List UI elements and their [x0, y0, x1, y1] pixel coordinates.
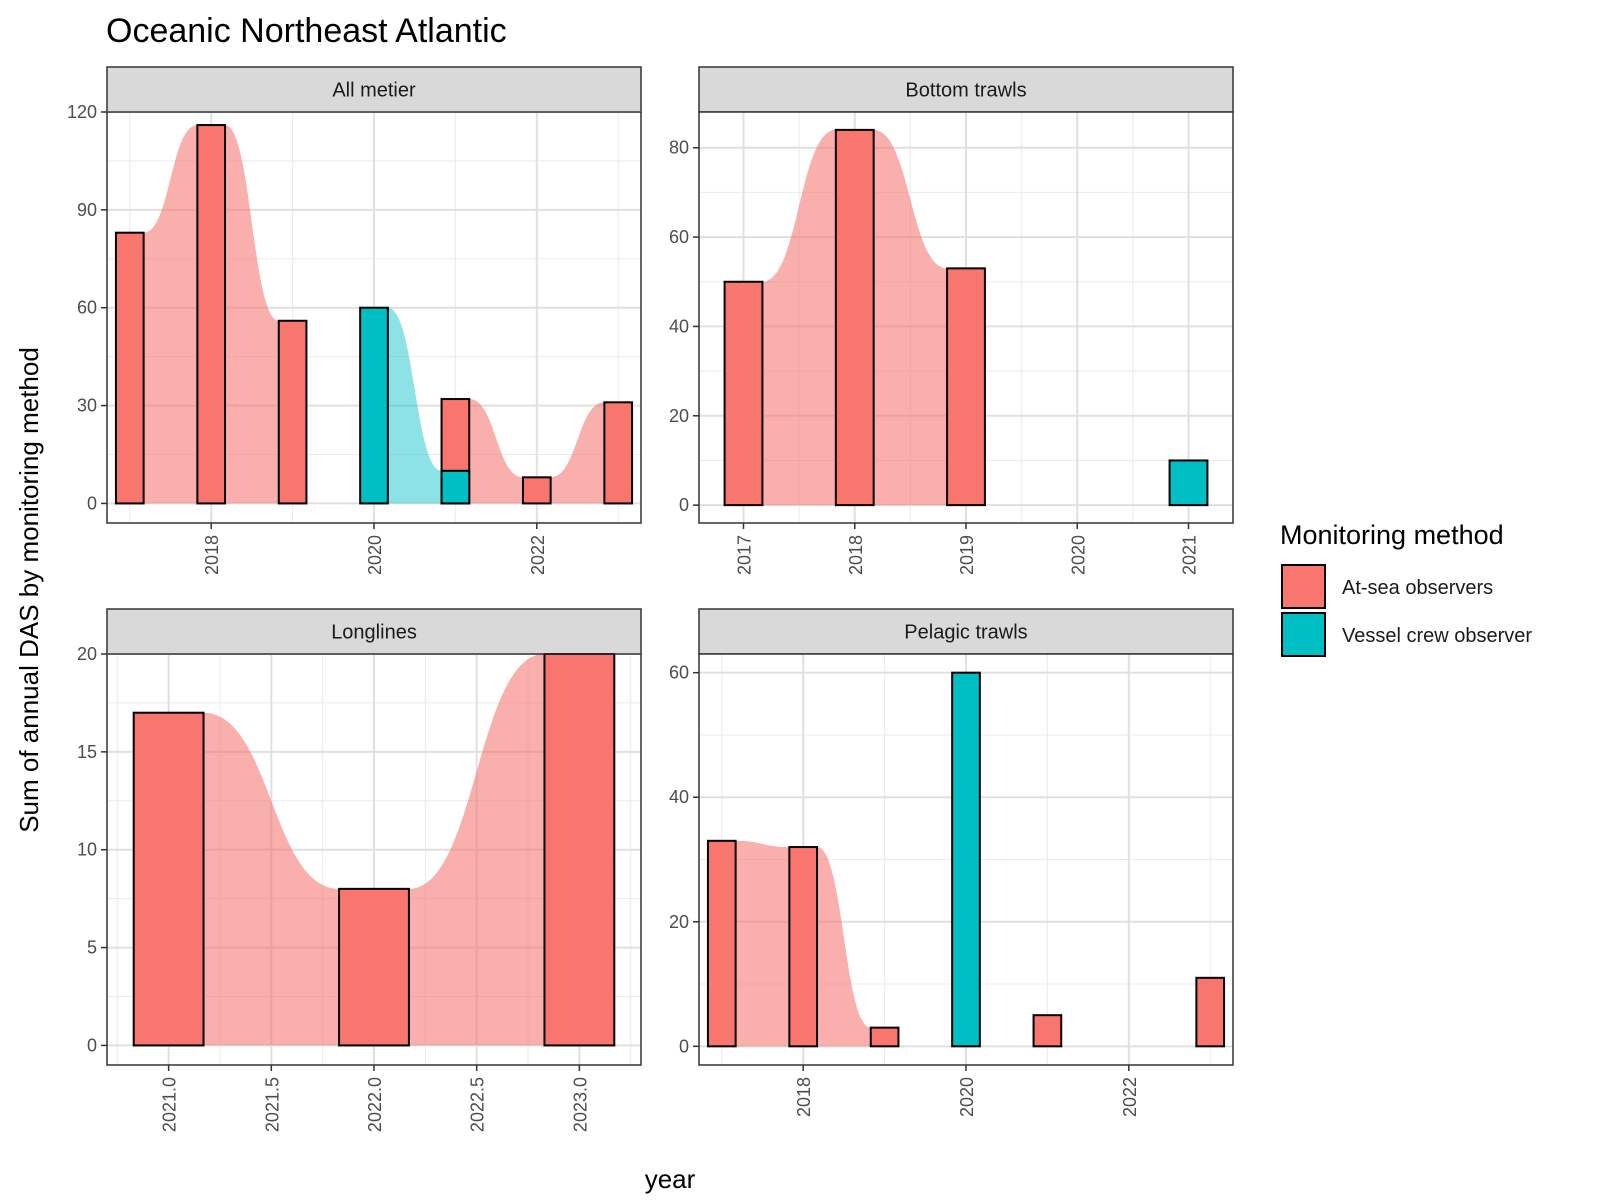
bar-at-sea-observers-2022 — [521, 476, 552, 505]
y-tick-label: 0 — [679, 495, 689, 515]
y-tick-label: 20 — [669, 912, 689, 932]
facet-strip-label: Longlines — [331, 622, 417, 644]
x-axis-label: year — [645, 1164, 696, 1194]
x-tick-label: 2022.0 — [365, 1077, 385, 1132]
y-tick-label: 90 — [77, 200, 97, 220]
y-tick-label: 120 — [67, 102, 97, 122]
y-tick-label: 0 — [87, 1035, 97, 1055]
y-tick-label: 40 — [669, 787, 689, 807]
area-at-sea-observers — [115, 125, 633, 504]
x-tick-label: 2020 — [1068, 535, 1088, 575]
facet-strip-label: Pelagic trawls — [904, 622, 1027, 644]
legend-title: Monitoring method — [1280, 520, 1504, 550]
y-tick-label: 0 — [87, 493, 97, 513]
y-tick-label: 0 — [679, 1036, 689, 1056]
x-tick-label: 2023.0 — [570, 1077, 590, 1132]
bar-at-sea-observers-2017 — [706, 839, 737, 1048]
chart-title: Oceanic Northeast Atlantic — [106, 12, 507, 50]
facet-strip — [698, 608, 1234, 655]
y-tick-label: 40 — [669, 316, 689, 336]
facet-bottom-trawls: Bottom trawls 0 20 40 60 80 2017 2018 2019 2020 20… — [669, 66, 1234, 575]
area-at-sea-observers — [707, 840, 1225, 1047]
x-tick-label: 2021 — [1180, 535, 1200, 575]
y-axis-label: Sum of annual DAS by monitoring method — [14, 347, 44, 833]
bar-vessel-crew-observer-2021 — [440, 469, 471, 505]
bar-at-sea-observers-2022 — [338, 887, 410, 1047]
legend-label-at-sea-observers: At-sea observers — [1342, 577, 1493, 599]
legend-key-at-sea-observers — [1281, 564, 1326, 609]
x-tick-label: 2021.5 — [262, 1077, 282, 1132]
bar-at-sea-observers-2019 — [869, 1026, 900, 1048]
x-tick-label: 2022 — [528, 535, 548, 575]
y-tick-label: 5 — [87, 938, 97, 958]
x-tick-label: 2022 — [1120, 1077, 1140, 1117]
facet-strip — [698, 66, 1234, 113]
x-tick-label: 2020 — [957, 1077, 977, 1117]
bar-at-sea-observers-2018 — [834, 128, 875, 507]
legend-key-vessel-crew-observer — [1281, 612, 1326, 657]
x-tick-label: 2018 — [202, 535, 222, 575]
bar-at-sea-observers-2021 — [132, 711, 205, 1047]
x-tick-label: 2017 — [735, 535, 755, 575]
facet-strip — [106, 66, 642, 113]
x-tick-label: 2020 — [365, 535, 385, 575]
bar-at-sea-observers-2017 — [723, 280, 764, 507]
bar-at-sea-observers-2023 — [543, 653, 616, 1047]
x-tick-label: 2018 — [846, 535, 866, 575]
area-at-sea-observers — [133, 654, 615, 1046]
facet-longlines: Longlines 0 5 10 15 20 2021.0 2021.5 2022.0 2022.… — [77, 608, 642, 1132]
y-tick-label: 15 — [77, 742, 97, 762]
y-tick-label: 20 — [77, 644, 97, 664]
y-tick-label: 60 — [669, 663, 689, 683]
y-tick-label: 60 — [77, 298, 97, 318]
legend: Monitoring method At-sea observers Vesse… — [1280, 520, 1532, 657]
bar-at-sea-observers-2018 — [788, 846, 819, 1048]
facet-strip — [106, 608, 642, 655]
facet-pelagic-trawls: Pelagic trawls 0 20 40 60 2018 2020 2022 — [669, 608, 1234, 1117]
y-tick-label: 30 — [77, 396, 97, 416]
legend-label-vessel-crew-observer: Vessel crew observer — [1342, 625, 1532, 647]
bar-at-sea-observers-2019 — [946, 267, 986, 507]
bar-at-sea-observers-2019 — [277, 319, 308, 505]
bar-at-sea-observers-2023 — [603, 401, 634, 505]
bar-vessel-crew-observer-2021 — [1168, 459, 1209, 507]
x-tick-label: 2018 — [794, 1077, 814, 1117]
bar-at-sea-observers-2023 — [1195, 976, 1226, 1048]
y-tick-label: 10 — [77, 840, 97, 860]
bar-vessel-crew-observer-2020 — [951, 671, 981, 1048]
bar-at-sea-observers-2021 — [1032, 1014, 1063, 1048]
y-tick-label: 20 — [669, 406, 689, 426]
y-tick-label: 80 — [669, 138, 689, 158]
bar-vessel-crew-observer-2020 — [359, 306, 389, 505]
x-tick-label: 2022.5 — [468, 1077, 488, 1132]
bar-at-sea-observers-2017 — [114, 231, 145, 505]
facet-all-metier: All metier 0 30 60 90 120 2018 2020 2022 — [67, 66, 642, 575]
facet-strip-label: All metier — [332, 80, 416, 102]
y-tick-label: 60 — [669, 227, 689, 247]
x-tick-label: 2021.0 — [160, 1077, 180, 1132]
bar-at-sea-observers-2018 — [196, 124, 227, 505]
x-tick-label: 2019 — [957, 535, 977, 575]
facet-strip-label: Bottom trawls — [905, 80, 1026, 102]
